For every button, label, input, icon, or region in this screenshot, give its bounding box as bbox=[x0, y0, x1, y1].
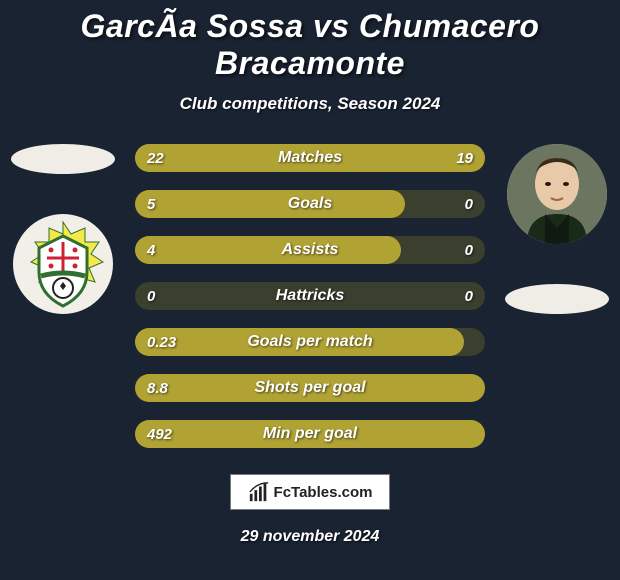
footer-brand-logo[interactable]: FcTables.com bbox=[230, 474, 390, 510]
stat-row: Goals5 0 bbox=[135, 190, 485, 218]
stat-value-left: 492 bbox=[147, 420, 172, 448]
page-title: GarcÃ­a Sossa vs Chumacero Bracamonte bbox=[0, 8, 620, 82]
right-player-avatar bbox=[507, 144, 607, 244]
stat-value-left: 0 bbox=[147, 282, 155, 310]
left-player-avatar-placeholder bbox=[11, 144, 115, 174]
oriente-petrolero-badge-icon bbox=[13, 214, 113, 314]
right-player-club-badge-placeholder bbox=[505, 284, 609, 314]
stat-value-right: 0 bbox=[465, 282, 473, 310]
stat-label: Hattricks bbox=[135, 282, 485, 310]
stat-value-left: 0.23 bbox=[147, 328, 176, 356]
stat-row: Matches22 19 bbox=[135, 144, 485, 172]
stat-row: Goals per match0.23 bbox=[135, 328, 485, 356]
stat-label: Goals bbox=[135, 190, 485, 218]
stat-label: Assists bbox=[135, 236, 485, 264]
stat-value-left: 4 bbox=[147, 236, 155, 264]
stat-label: Goals per match bbox=[135, 328, 485, 356]
stat-row: Shots per goal8.8 bbox=[135, 374, 485, 402]
chart-icon bbox=[248, 481, 270, 503]
left-player-column bbox=[8, 144, 118, 314]
stat-value-left: 22 bbox=[147, 144, 164, 172]
stat-row: Assists4 0 bbox=[135, 236, 485, 264]
stat-row: Min per goal492 bbox=[135, 420, 485, 448]
stat-value-right: 0 bbox=[465, 236, 473, 264]
stat-row: Hattricks0 0 bbox=[135, 282, 485, 310]
stat-value-right: 0 bbox=[465, 190, 473, 218]
stat-value-left: 5 bbox=[147, 190, 155, 218]
stats-list: Matches2219Goals50Assists40Hattricks00Go… bbox=[135, 144, 485, 448]
player-headshot-icon bbox=[507, 144, 607, 244]
stat-label: Matches bbox=[135, 144, 485, 172]
right-player-column bbox=[502, 144, 612, 314]
stat-value-right: 19 bbox=[456, 144, 473, 172]
stat-value-left: 8.8 bbox=[147, 374, 168, 402]
stat-label: Min per goal bbox=[135, 420, 485, 448]
comparison-content: Matches2219Goals50Assists40Hattricks00Go… bbox=[0, 144, 620, 448]
subtitle: Club competitions, Season 2024 bbox=[0, 94, 620, 114]
stat-label: Shots per goal bbox=[135, 374, 485, 402]
footer-date: 29 november 2024 bbox=[0, 528, 620, 546]
left-player-club-badge bbox=[13, 214, 113, 314]
footer-brand-text: FcTables.com bbox=[274, 484, 373, 501]
